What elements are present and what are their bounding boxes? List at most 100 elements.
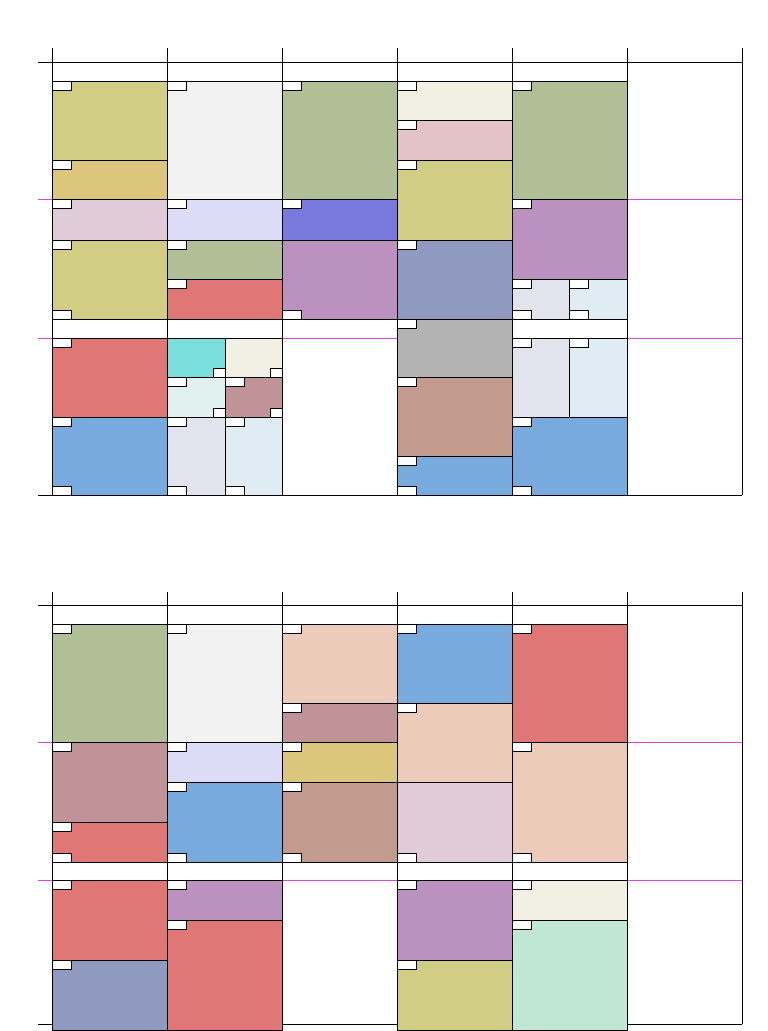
bottom-event-block	[167, 624, 283, 743]
top-event-block	[397, 120, 513, 161]
bottom-event-block	[282, 703, 398, 743]
bottom-event-block	[52, 624, 168, 743]
bottom-event-block	[397, 880, 513, 961]
event-handle-tab	[53, 823, 72, 832]
bottom-event-block	[397, 782, 513, 863]
bottom-event-block	[52, 880, 168, 961]
event-handle-tab	[53, 339, 72, 348]
event-handle-tab	[168, 241, 187, 250]
event-handle-tab	[53, 625, 72, 634]
top-event-block	[167, 279, 283, 320]
bottom-event-block	[167, 880, 283, 921]
event-handle-tab	[513, 200, 532, 209]
bottom-time-marker-line	[38, 880, 742, 881]
event-handle-tab	[53, 161, 72, 170]
top-time-marker-line	[38, 338, 742, 339]
event-handle-tab	[168, 418, 187, 427]
top-event-block	[52, 81, 168, 161]
event-handle-tab	[570, 280, 589, 289]
event-handle-tab	[398, 961, 417, 970]
top-event-block	[397, 240, 513, 320]
event-handle-tab	[53, 853, 72, 862]
event-handle-tab	[213, 368, 225, 377]
bottom-event-block	[52, 822, 168, 863]
top-event-block	[52, 417, 168, 496]
bottom-event-block	[167, 782, 283, 863]
top-event-block	[167, 377, 226, 418]
event-handle-tab	[513, 310, 532, 319]
top-event-block	[52, 160, 168, 200]
top-event-block	[282, 199, 398, 241]
top-event-block	[397, 160, 513, 241]
event-handle-tab	[53, 961, 72, 970]
bottom-event-block	[167, 920, 283, 1031]
top-event-block	[397, 319, 513, 378]
event-handle-tab	[270, 408, 282, 417]
bottom-header-line	[38, 605, 742, 606]
bottom-event-block	[397, 960, 513, 1031]
top-event-block	[167, 81, 283, 200]
event-handle-tab	[168, 280, 187, 289]
event-handle-tab	[513, 280, 532, 289]
event-handle-tab	[168, 743, 187, 752]
bottom-event-block	[512, 880, 628, 921]
bottom-column-line	[742, 592, 743, 1024]
event-handle-tab	[283, 625, 302, 634]
event-handle-tab	[226, 418, 245, 427]
event-handle-tab	[283, 704, 302, 713]
event-handle-tab	[283, 310, 302, 319]
event-handle-tab	[398, 486, 417, 495]
top-event-block	[167, 338, 226, 378]
top-event-block	[512, 81, 628, 200]
top-event-block	[397, 456, 513, 496]
top-event-block	[512, 338, 570, 418]
bottom-event-block	[52, 960, 168, 1031]
top-event-block	[569, 279, 628, 320]
event-handle-tab	[283, 743, 302, 752]
event-handle-tab	[168, 853, 187, 862]
event-handle-tab	[168, 921, 187, 930]
event-handle-tab	[398, 241, 417, 250]
event-handle-tab	[53, 310, 72, 319]
event-handle-tab	[168, 82, 187, 91]
event-handle-tab	[168, 881, 187, 890]
event-handle-tab	[168, 783, 187, 792]
top-event-block	[512, 417, 628, 496]
top-event-block	[282, 240, 398, 320]
bottom-event-block	[397, 624, 513, 704]
top-event-block	[512, 199, 628, 280]
bottom-event-block	[512, 920, 628, 1031]
event-handle-tab	[168, 200, 187, 209]
top-event-block	[52, 199, 168, 241]
event-handle-tab	[398, 320, 417, 329]
top-event-block	[225, 377, 283, 418]
event-handle-tab	[513, 339, 532, 348]
event-handle-tab	[213, 408, 225, 417]
top-event-block	[225, 338, 283, 378]
event-handle-tab	[53, 241, 72, 250]
event-handle-tab	[513, 853, 532, 862]
event-handle-tab	[398, 82, 417, 91]
top-event-block	[512, 279, 570, 320]
event-handle-tab	[398, 457, 417, 466]
event-handle-tab	[53, 881, 72, 890]
event-handle-tab	[398, 881, 417, 890]
bottom-event-block	[167, 742, 283, 783]
event-handle-tab	[398, 161, 417, 170]
bottom-event-block	[52, 742, 168, 823]
bottom-event-block	[282, 624, 398, 704]
top-event-block	[167, 417, 226, 496]
event-handle-tab	[283, 200, 302, 209]
event-handle-tab	[283, 783, 302, 792]
top-event-block	[569, 338, 628, 418]
top-event-block	[52, 240, 168, 320]
top-header-line	[38, 62, 742, 63]
event-handle-tab	[398, 625, 417, 634]
event-handle-tab	[168, 625, 187, 634]
event-handle-tab	[513, 418, 532, 427]
event-handle-tab	[570, 310, 589, 319]
event-handle-tab	[570, 339, 589, 348]
top-event-block	[167, 199, 283, 241]
event-handle-tab	[513, 625, 532, 634]
